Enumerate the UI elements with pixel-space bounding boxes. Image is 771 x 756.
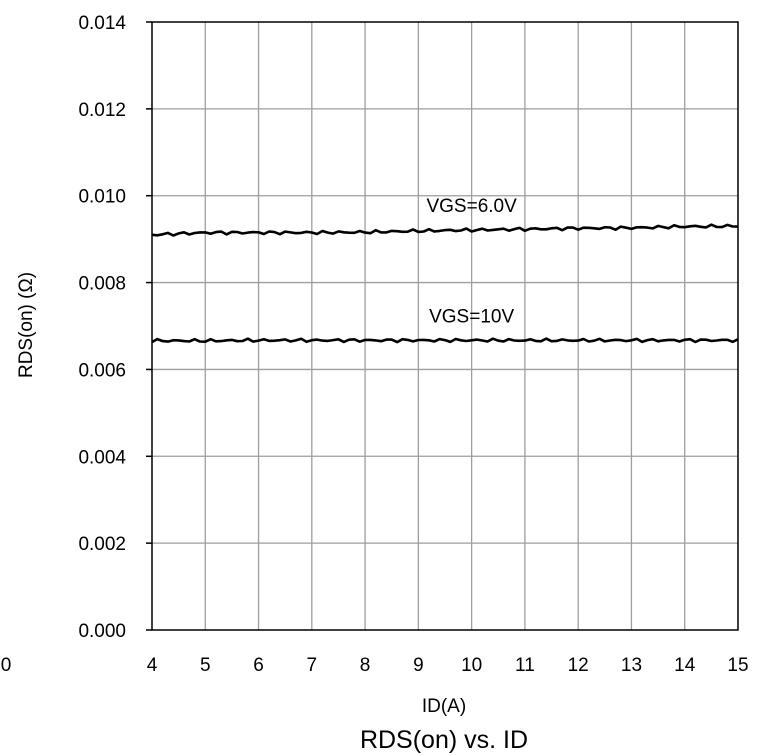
x-tick-label: 15	[727, 655, 748, 676]
x-tick-label: 4	[147, 655, 158, 676]
series-line-1	[151, 223, 739, 237]
x-tick-labels: 4 5 6 7 8 9 10 11 12 13 14 15	[147, 655, 749, 676]
series-line-2	[151, 337, 739, 344]
axes	[146, 21, 739, 631]
x-tick-label: 7	[307, 655, 318, 676]
y-tick-label: 0.010	[78, 187, 126, 208]
chart-title: RDS(on) vs. ID	[360, 726, 528, 754]
x-tick-label: 6	[253, 655, 264, 676]
y-tick-label: 0.004	[78, 447, 126, 468]
y-tick-label: 0.008	[78, 274, 126, 295]
x-tick-label: 14	[674, 655, 696, 676]
stray-tick-label: 0	[1, 655, 12, 676]
x-tick-label: 8	[360, 655, 371, 676]
y-tick-label: 0.002	[78, 534, 126, 555]
x-tick-label: 11	[515, 655, 535, 676]
y-tick-label: 0.006	[78, 360, 126, 381]
y-tick-label: 0.012	[78, 100, 126, 121]
series-labels: VGS=6.0V VGS=10V	[426, 196, 517, 327]
y-tick-labels: 0.000 0.002 0.004 0.006 0.008 0.010 0.012 0.014	[78, 13, 126, 642]
grid	[152, 22, 738, 630]
series-label-2: VGS=10V	[429, 306, 514, 327]
y-tick-label: 0.014	[78, 13, 126, 34]
x-tick-label: 10	[461, 655, 482, 676]
y-tick-label: 0.000	[78, 621, 126, 642]
series-label-1: VGS=6.0V	[426, 196, 517, 217]
x-tick-label: 9	[413, 655, 424, 676]
x-tick-label: 5	[200, 655, 211, 676]
series-lines	[151, 223, 739, 344]
plot-frame	[151, 21, 739, 631]
x-axis-title: ID(A)	[422, 696, 466, 717]
x-tick-label: 13	[621, 655, 642, 676]
y-axis-title: RDS(on) (Ω)	[16, 272, 37, 378]
x-tick-label: 12	[568, 655, 589, 676]
